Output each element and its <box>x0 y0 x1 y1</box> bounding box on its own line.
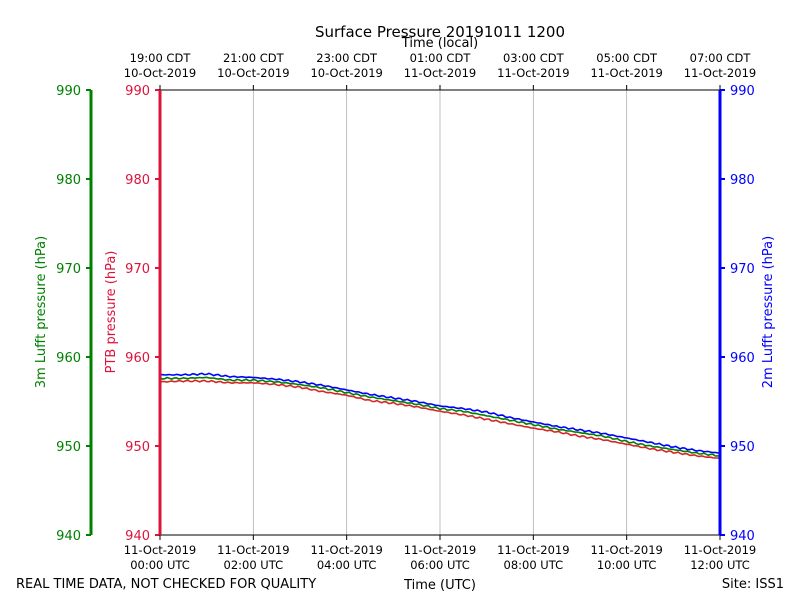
lufft-3m-tick-label: 960 <box>56 351 81 366</box>
lufft-3m-tick-label: 970 <box>56 262 81 277</box>
utc-tick-date: 11-Oct-2019 <box>124 543 196 557</box>
local-tick-date: 11-Oct-2019 <box>684 66 756 80</box>
local-tick-time: 01:00 CDT <box>410 51 472 65</box>
lufft-2m-tick-label: 970 <box>730 262 755 277</box>
site-label: Site: ISS1 <box>722 577 784 592</box>
lufft-3m-tick-label: 990 <box>56 84 81 99</box>
utc-tick-time: 08:00 UTC <box>504 558 564 572</box>
lufft-2m-tick-label: 980 <box>730 173 755 188</box>
local-tick-time: 21:00 CDT <box>223 51 285 65</box>
utc-tick-time: 12:00 UTC <box>690 558 750 572</box>
lufft-2m-tick-label: 960 <box>730 351 755 366</box>
ptb-tick-label: 990 <box>125 84 150 99</box>
lufft-3m-tick-label: 940 <box>56 529 81 544</box>
utc-tick-date: 11-Oct-2019 <box>497 543 569 557</box>
lufft-3m-tick-label: 980 <box>56 173 81 188</box>
local-tick-date: 10-Oct-2019 <box>310 66 382 80</box>
lufft-2m-tick-label: 990 <box>730 84 755 99</box>
lufft-3m-ticks: 940 950 960 970 980 990 <box>56 84 91 544</box>
ptb-tick-label: 940 <box>125 529 150 544</box>
chart-title: Surface Pressure 20191011 1200 <box>315 23 565 41</box>
vertical-gridlines <box>252 90 628 535</box>
ptb-tick-label: 970 <box>125 262 150 277</box>
local-tick-date: 11-Oct-2019 <box>497 66 569 80</box>
utc-tick-date: 11-Oct-2019 <box>404 543 476 557</box>
ptb-tick-label: 980 <box>125 173 150 188</box>
utc-tick-date: 11-Oct-2019 <box>684 543 756 557</box>
series-layer <box>159 372 721 460</box>
bottom-axis-label: Time (UTC) <box>403 578 476 593</box>
local-tick-time: 07:00 CDT <box>690 51 752 65</box>
utc-tick-date: 11-Oct-2019 <box>310 543 382 557</box>
local-tick-time: 23:00 CDT <box>316 51 378 65</box>
local-tick-time: 19:00 CDT <box>130 51 192 65</box>
top-axis-label: Time (local) <box>401 36 478 51</box>
utc-tick-time: 04:00 UTC <box>317 558 377 572</box>
utc-tick-time: 10:00 UTC <box>597 558 657 572</box>
lufft-2m-tick-label: 940 <box>730 529 755 544</box>
3m-lufft-series-line <box>159 376 721 457</box>
ptb-series-line <box>159 379 721 460</box>
utc-tick-date: 11-Oct-2019 <box>217 543 289 557</box>
lufft-2m-axis-label: 2m Lufft pressure (hPa) <box>761 236 776 388</box>
local-tick-date: 10-Oct-2019 <box>124 66 196 80</box>
utc-tick-time: 02:00 UTC <box>224 558 284 572</box>
ptb-tick-label: 950 <box>125 440 150 455</box>
lufft-3m-tick-label: 950 <box>56 440 81 455</box>
ptb-ticks: 940 950 960 970 980 990 <box>125 84 160 544</box>
ptb-tick-label: 960 <box>125 351 150 366</box>
local-tick-time: 03:00 CDT <box>503 51 565 65</box>
lufft-2m-tick-label: 950 <box>730 440 755 455</box>
lufft-2m-ticks: 940 950 960 970 980 990 <box>720 84 755 544</box>
2m-lufft-series-line <box>159 372 721 454</box>
utc-tick-time: 00:00 UTC <box>130 558 190 572</box>
quality-disclaimer: REAL TIME DATA, NOT CHECKED FOR QUALITY <box>16 577 316 592</box>
local-tick-date: 11-Oct-2019 <box>590 66 662 80</box>
local-tick-time: 05:00 CDT <box>596 51 658 65</box>
local-tick-date: 10-Oct-2019 <box>217 66 289 80</box>
utc-tick-date: 11-Oct-2019 <box>590 543 662 557</box>
lufft-3m-axis-label: 3m Lufft pressure (hPa) <box>34 236 49 388</box>
ptb-axis-label: PTB pressure (hPa) <box>104 251 119 374</box>
utc-tick-time: 06:00 UTC <box>410 558 470 572</box>
local-tick-date: 11-Oct-2019 <box>404 66 476 80</box>
